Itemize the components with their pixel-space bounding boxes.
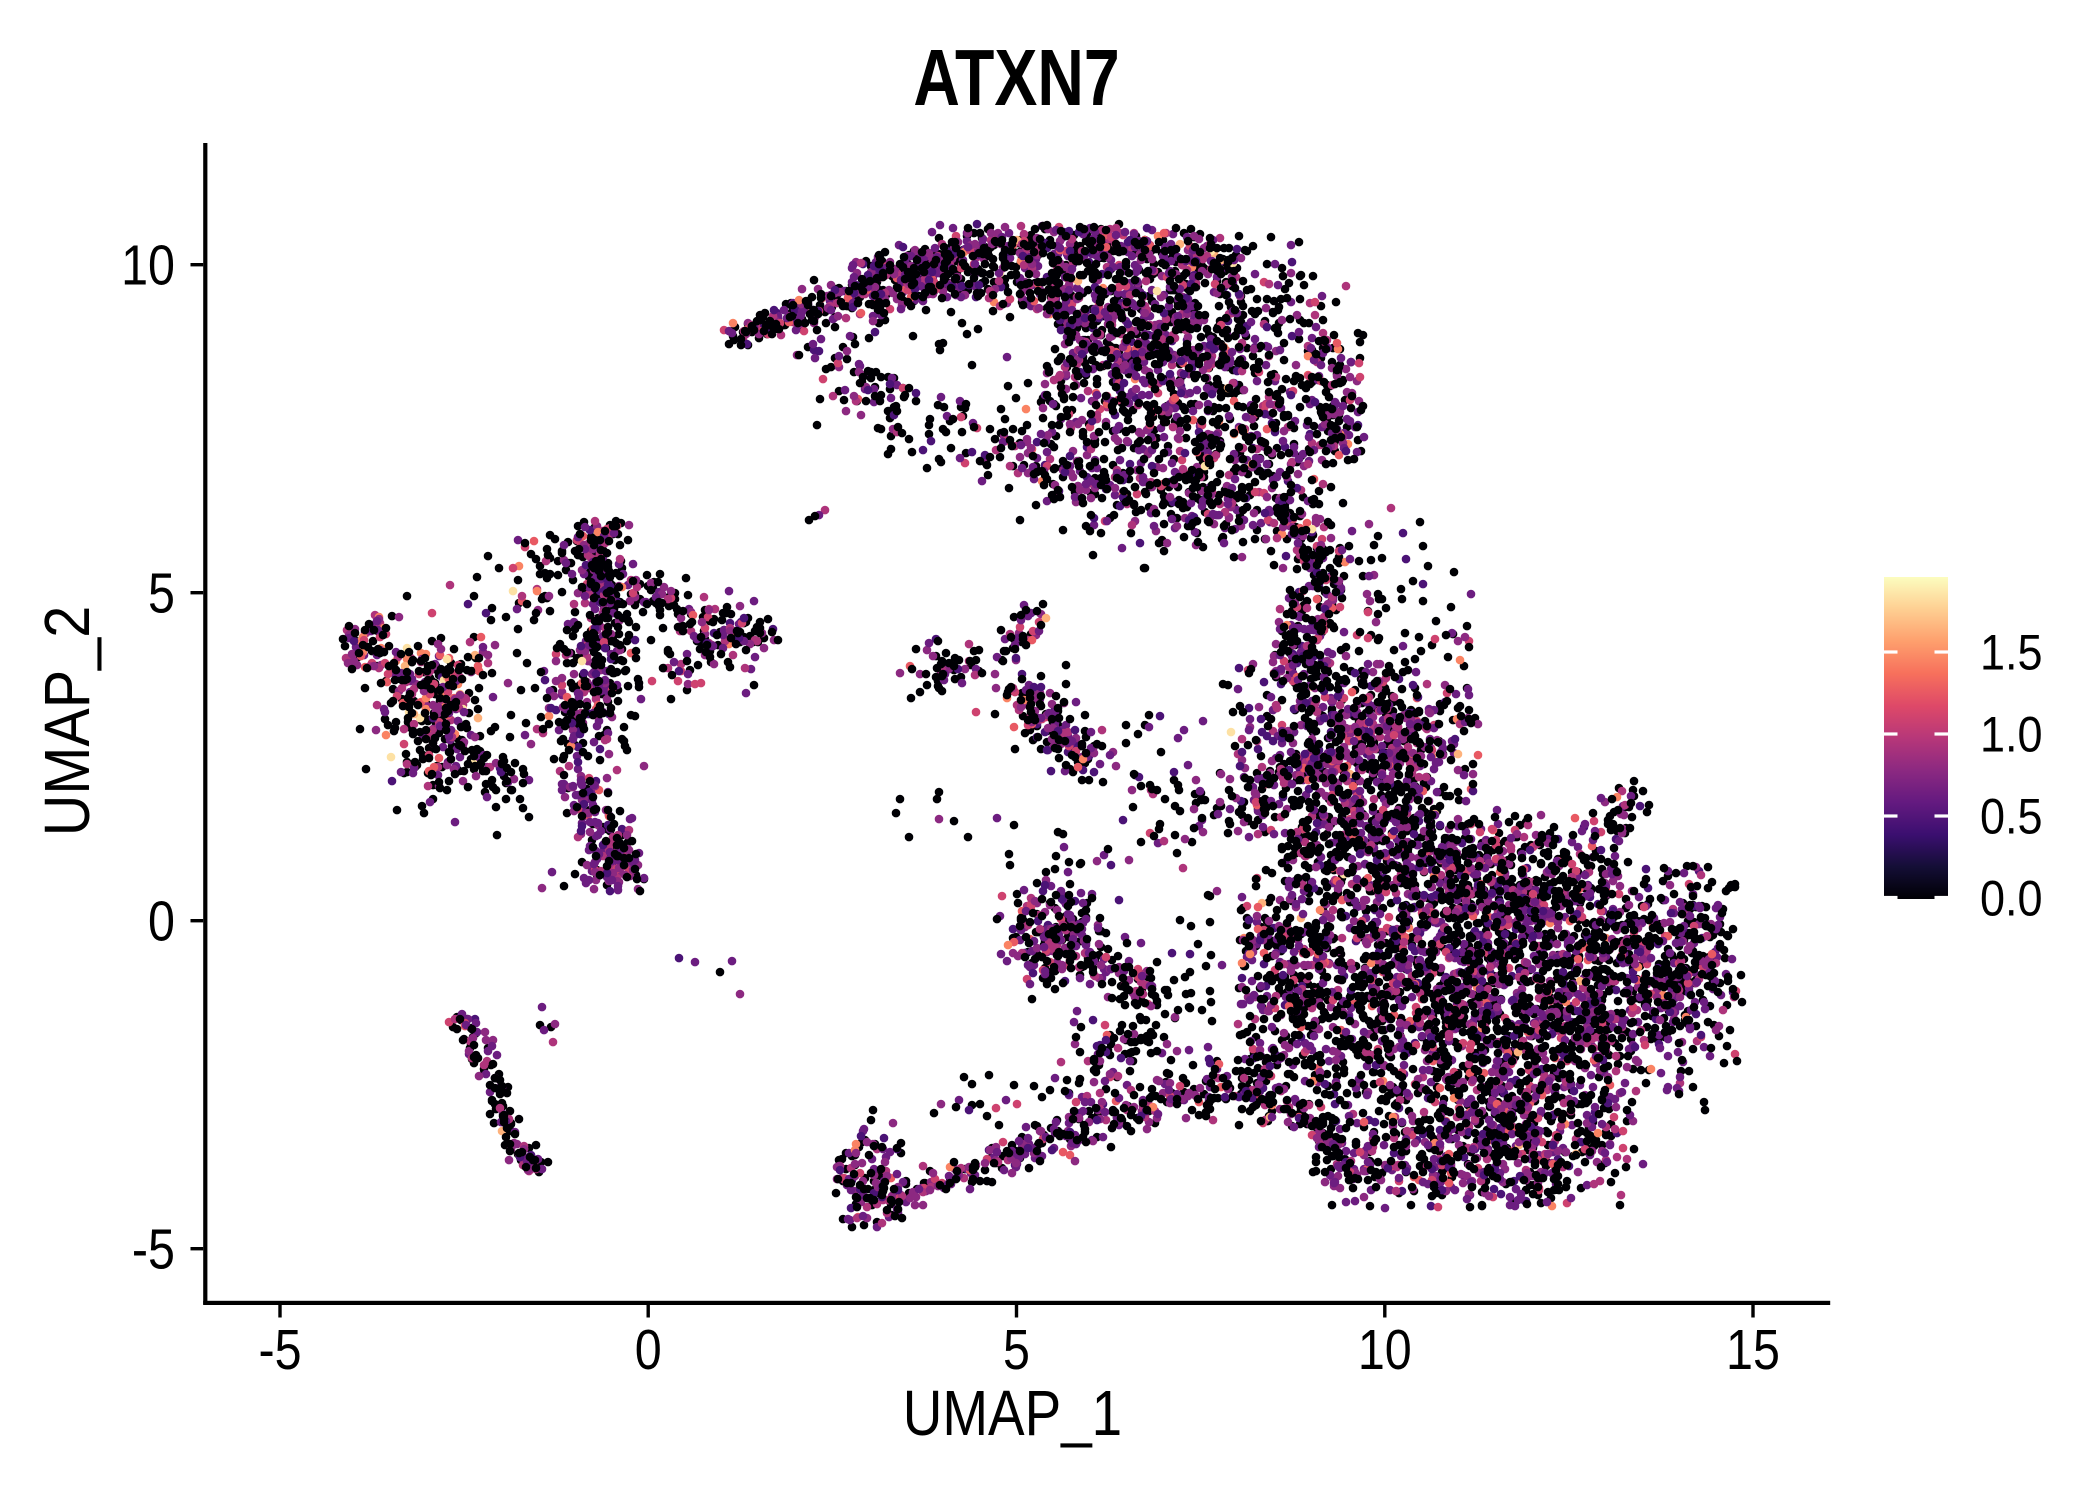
svg-text:ATXN7: ATXN7 (913, 33, 1119, 122)
svg-text:0: 0 (635, 1318, 662, 1382)
svg-text:1.5: 1.5 (1980, 625, 2043, 681)
svg-text:UMAP_2: UMAP_2 (31, 606, 102, 836)
svg-text:0.5: 0.5 (1980, 789, 2043, 845)
svg-text:1.0: 1.0 (1980, 707, 2043, 763)
svg-text:-5: -5 (132, 1218, 175, 1282)
svg-text:10: 10 (1358, 1318, 1412, 1382)
svg-text:-5: -5 (258, 1318, 301, 1382)
svg-text:5: 5 (148, 562, 175, 626)
svg-text:0.0: 0.0 (1980, 871, 2043, 927)
svg-text:0: 0 (148, 890, 175, 954)
svg-text:15: 15 (1726, 1318, 1780, 1382)
svg-text:10: 10 (121, 234, 175, 298)
svg-text:UMAP_1: UMAP_1 (903, 1377, 1122, 1449)
svg-text:5: 5 (1003, 1318, 1030, 1382)
